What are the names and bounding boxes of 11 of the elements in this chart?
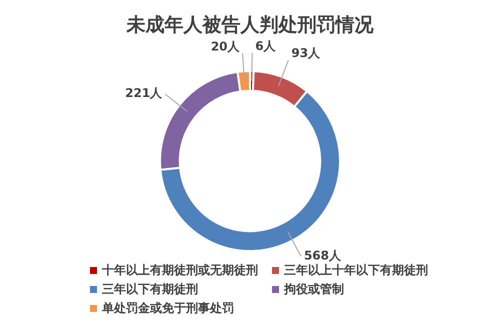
legend-label: 三年以下有期徒刑 xyxy=(102,281,198,298)
legend-label: 拘役或管制 xyxy=(284,281,344,298)
legend-label: 单处罚金或免于刑事处罚 xyxy=(102,300,234,317)
data-label: 20人 xyxy=(210,39,241,54)
data-label: 568人 xyxy=(304,248,342,262)
chart-title: 未成年人被告人判处刑罚情况 xyxy=(125,13,374,38)
legend-label: 十年以上有期徒刑或无期徒刑 xyxy=(102,262,258,279)
legend-label: 三年以上十年以下有期徒刑 xyxy=(284,262,428,279)
data-label: 6人 xyxy=(255,39,277,54)
data-label: 93人 xyxy=(291,46,322,60)
data-label: 221人 xyxy=(125,86,164,100)
